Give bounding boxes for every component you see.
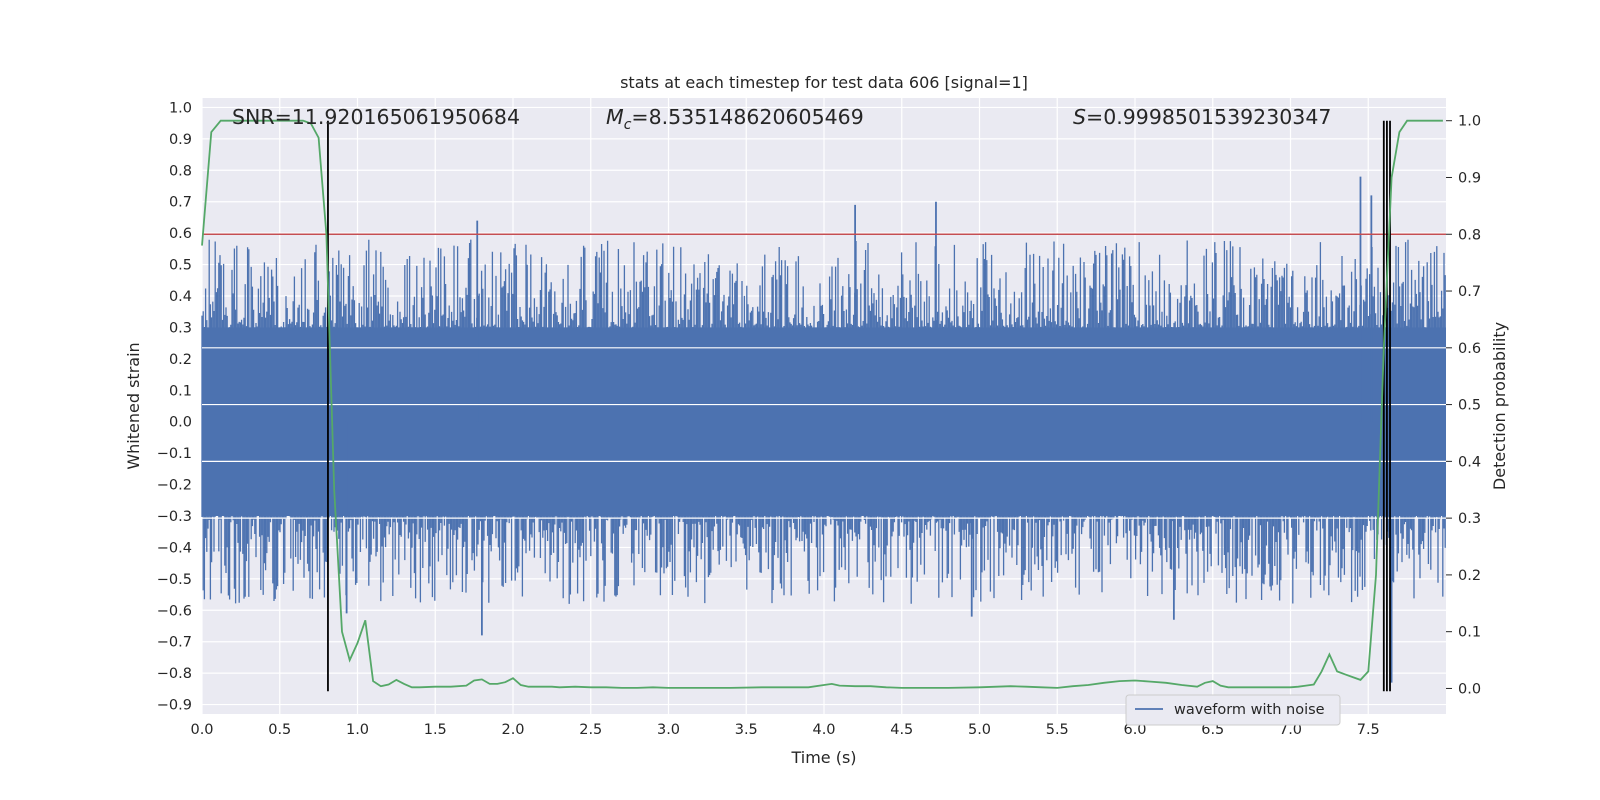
legend-box — [1125, 694, 1341, 726]
y-tick-label: 0.4 — [169, 289, 192, 305]
y-tick-label: 0.9 — [169, 132, 192, 148]
right-axis-gridlines — [202, 347, 1446, 519]
y-tick-label: −0.6 — [157, 603, 192, 619]
x-tick-label: 4.0 — [812, 722, 835, 738]
chart-title: stats at each timestep for test data 606… — [620, 73, 1028, 92]
right-y-tick-label: 1.0 — [1458, 114, 1481, 130]
y-tick-label: −0.2 — [157, 478, 192, 494]
right-y-tick-label: 0.3 — [1458, 511, 1481, 527]
y-tick-label: 0.7 — [169, 195, 192, 211]
y-tick-label: 0.8 — [169, 163, 192, 179]
y-tick-label: 0.6 — [169, 226, 192, 242]
y-tick-label: −0.8 — [157, 666, 192, 682]
chirp-mass-annotation: Mc=8.535148620605469 — [606, 105, 864, 133]
y-tick-label: 0.3 — [169, 320, 192, 336]
x-tick-label: 1.0 — [346, 722, 369, 738]
right-y-tick-label: 0.7 — [1458, 284, 1481, 300]
x-tick-label: 3.0 — [657, 722, 680, 738]
x-tick-label: 5.0 — [968, 722, 991, 738]
right-y-tick-label: 0.9 — [1458, 170, 1481, 186]
right-y-tick-label: 0.1 — [1458, 625, 1481, 641]
score-value: =0.9998501539230347 — [1086, 105, 1331, 129]
y-tick-label: 0.2 — [169, 352, 192, 368]
x-tick-label: 5.5 — [1046, 722, 1069, 738]
y-tick-label: 1.0 — [169, 100, 192, 116]
y-tick-label: −0.9 — [157, 698, 192, 714]
legend-label: waveform with noise — [1174, 702, 1325, 718]
x-tick-label: 6.0 — [1123, 722, 1146, 738]
x-tick-label: 7.5 — [1357, 722, 1380, 738]
x-tick-labels: 0.0 0.5 1.0 1.5 2.0 2.5 3.0 3.5 4.0 4.5 5.0 5.5 6.0 6… — [190, 722, 1379, 738]
score-symbol: S — [1073, 105, 1086, 129]
legend: waveform with noise — [1125, 694, 1341, 726]
y-tick-label: −0.4 — [157, 540, 192, 556]
right-y-tick-label: 0.4 — [1458, 454, 1481, 470]
y-tick-label: −0.5 — [157, 572, 192, 588]
x-tick-label: 2.0 — [501, 722, 524, 738]
x-tick-label: 4.5 — [890, 722, 913, 738]
detection-probability-line — [201, 119, 1443, 689]
score-annotation: S=0.9998501539230347 — [1073, 105, 1331, 129]
y-tick-label: 0.5 — [169, 258, 192, 274]
x-tick-label: 2.5 — [579, 722, 602, 738]
y-tick-label: −0.1 — [157, 446, 192, 462]
right-y-tick-label: 0.0 — [1458, 681, 1481, 697]
x-tick-label: 0.0 — [190, 722, 213, 738]
snr-annotation: SNR=11.920165061950684 — [232, 105, 520, 129]
waveform-series — [201, 176, 1446, 683]
y-tick-label: −0.7 — [157, 635, 192, 651]
chirp-mass-subscript: c — [624, 117, 632, 133]
y-tick-label: −0.3 — [157, 509, 192, 525]
right-y-tick-label: 0.6 — [1458, 341, 1481, 357]
x-tick-label: 6.5 — [1201, 722, 1224, 738]
x-tick-label: 3.5 — [735, 722, 758, 738]
y-tick-label: 0.1 — [169, 383, 192, 399]
right-y-axis-title: Detection probability — [1490, 322, 1509, 490]
y-tick-label: 0.0 — [169, 415, 192, 431]
chirp-mass-symbol: M — [606, 105, 624, 129]
y-axis-title: Whitened strain — [124, 342, 143, 469]
x-tick-label: 1.5 — [424, 722, 447, 738]
right-y-tick-label: 0.5 — [1458, 398, 1481, 414]
y-tick-labels: 1.0 0.9 0.8 0.7 0.6 0.5 0.4 0.3 0.2 0.1 0.0 −0.1 −0.… — [157, 100, 192, 713]
chirp-mass-value: =8.535148620605469 — [631, 105, 863, 129]
x-axis-title: Time (s) — [790, 748, 856, 767]
right-y-tick-label: 0.2 — [1458, 568, 1481, 584]
right-y-tick-labels: 1.0 0.9 0.8 0.7 0.6 0.5 0.4 0.3 0.2 0.1 0.0 — [1446, 114, 1481, 697]
x-tick-label: 7.0 — [1279, 722, 1302, 738]
x-tick-label: 0.5 — [268, 722, 291, 738]
right-y-tick-label: 0.8 — [1458, 227, 1481, 243]
